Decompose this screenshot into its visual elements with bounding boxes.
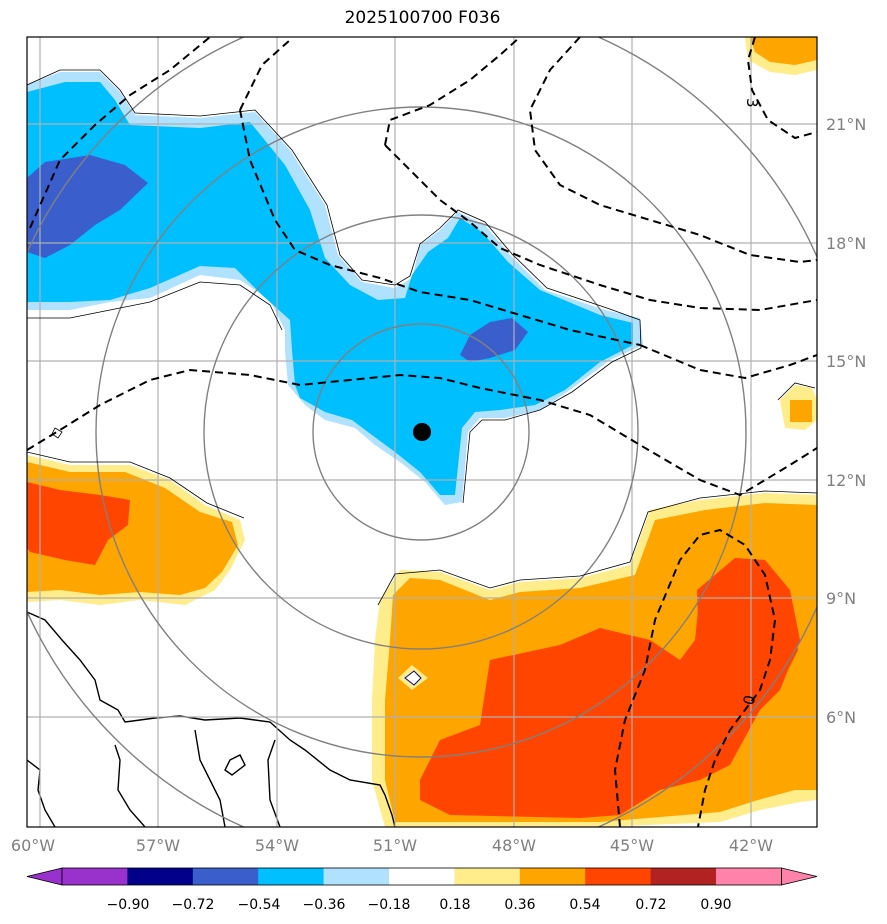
colorbar-swatch — [716, 868, 782, 885]
lon-label: 42°W — [729, 836, 773, 855]
map-area — [27, 37, 817, 827]
lat-label: 9°N — [826, 589, 856, 608]
lon-label: 54°W — [255, 836, 299, 855]
lon-label: 51°W — [373, 836, 417, 855]
map-title: 2025100700 F036 — [344, 8, 501, 28]
positive-anomaly-west — [27, 455, 245, 605]
colorbar-extend-high — [781, 867, 818, 886]
colorbar-ticks: −0.90 −0.72 −0.54 −0.36 −0.18 0.18 0.36 … — [107, 897, 732, 913]
colorbar-frame — [61, 867, 782, 886]
colorbar-tick: 0.72 — [635, 897, 666, 913]
colorbar-tick: 0.54 — [569, 897, 600, 913]
coastline — [27, 611, 396, 827]
colorbar-tick: −0.90 — [107, 897, 150, 913]
colorbar-tick: −0.72 — [172, 897, 215, 913]
lon-label: 48°W — [492, 836, 536, 855]
colorbar-swatch — [192, 868, 259, 885]
colorbar-tick: 0.18 — [439, 897, 470, 913]
lat-label: 15°N — [826, 352, 866, 371]
contour-label-0: 0 — [739, 693, 759, 707]
colorbar-swatch — [585, 868, 652, 885]
colorbar-swatch — [323, 868, 390, 885]
colorbar-extend-low — [26, 867, 63, 886]
positive-anomaly-southeast — [372, 493, 817, 827]
colorbar-tick: −0.36 — [303, 897, 346, 913]
zero-contour-outline — [27, 69, 817, 606]
map-border — [26, 36, 818, 828]
contour-label-3: 3 — [743, 98, 761, 108]
colorbar-tick: −0.18 — [368, 897, 411, 913]
colorbar-swatch — [389, 868, 455, 885]
negative-anomaly-region — [27, 37, 817, 505]
colorbar-tick: 0.90 — [700, 897, 731, 913]
lon-label: 57°W — [136, 836, 180, 855]
colorbar-swatch — [519, 868, 586, 885]
lon-label: 60°W — [11, 836, 55, 855]
lon-label: 45°W — [610, 836, 654, 855]
storm-center-marker — [413, 423, 431, 441]
lat-label: 12°N — [826, 471, 866, 490]
colorbar-swatch — [650, 868, 717, 885]
dashed-contours — [27, 37, 817, 827]
colorbar — [26, 867, 818, 886]
colorbar-swatch — [454, 868, 521, 885]
colorbar-swatch — [62, 868, 128, 885]
colorbar-swatch — [258, 868, 325, 885]
lat-label: 6°N — [826, 708, 856, 727]
colorbar-tick: 0.36 — [504, 897, 535, 913]
colorbar-tick: −0.54 — [238, 897, 281, 913]
graticule — [27, 37, 817, 827]
lat-label: 18°N — [826, 234, 866, 253]
latitude-labels: 21°N 18°N 15°N 12°N 9°N 6°N — [826, 115, 866, 727]
colorbar-swatch — [127, 868, 194, 885]
range-rings — [27, 37, 817, 827]
longitude-labels: 60°W 57°W 54°W 51°W 48°W 45°W 42°W — [11, 836, 773, 855]
lat-label: 21°N — [826, 115, 866, 134]
